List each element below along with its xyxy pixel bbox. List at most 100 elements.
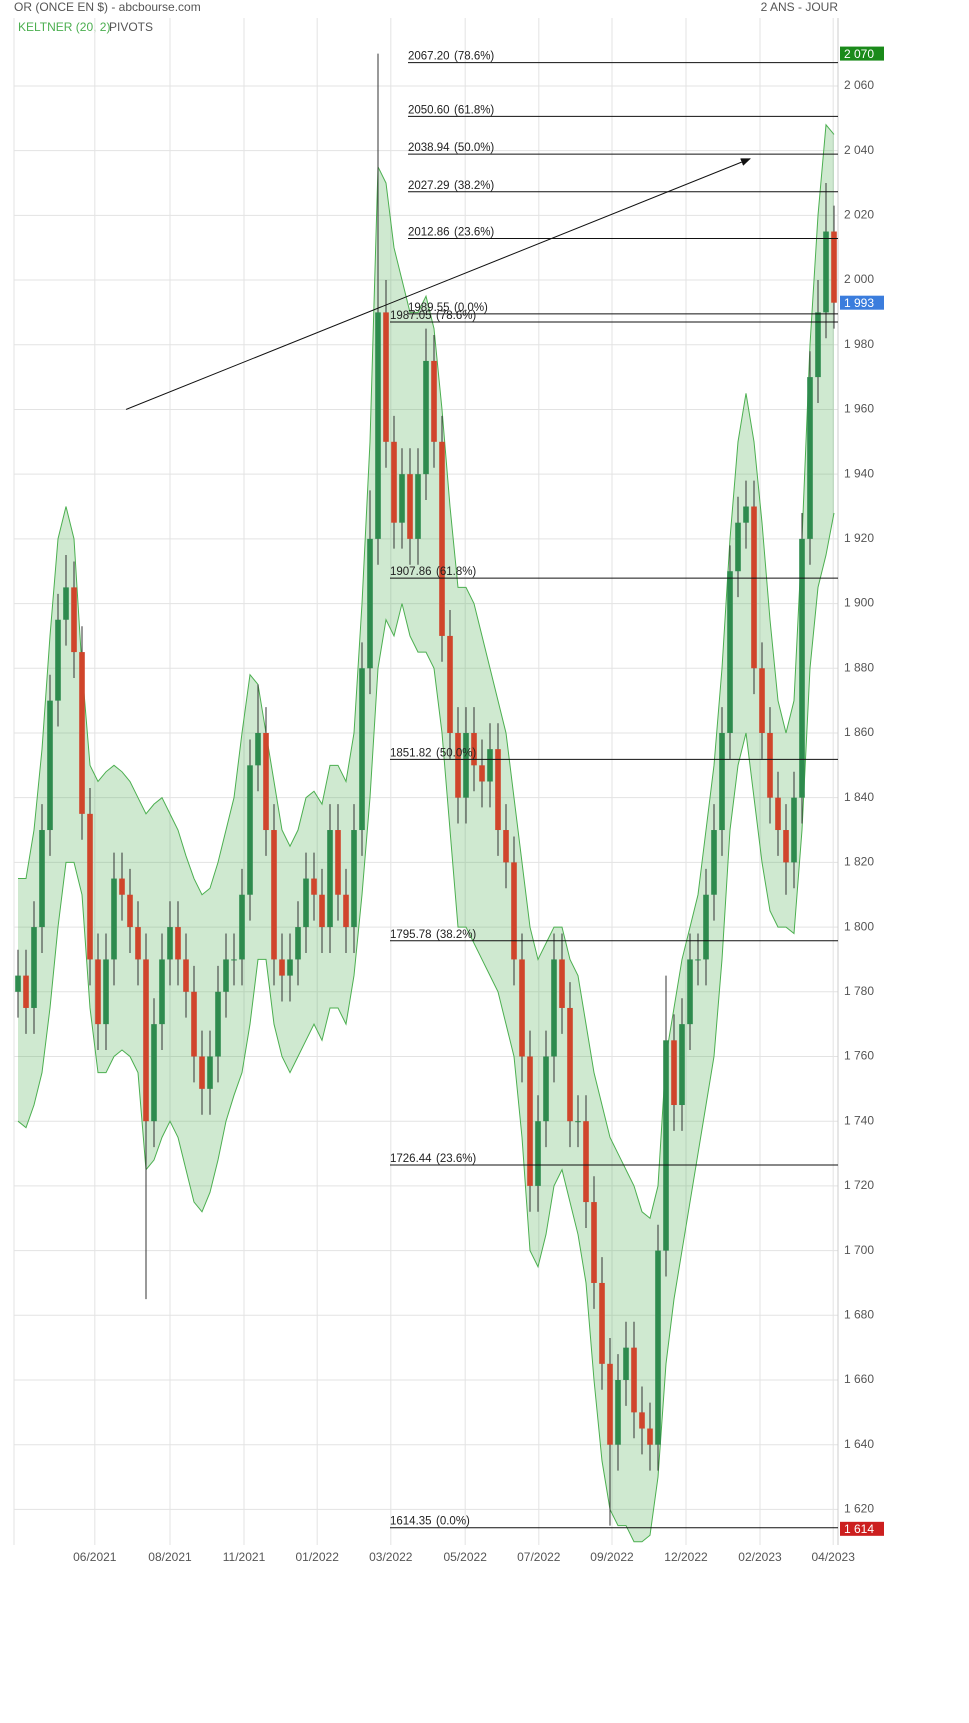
y-tick-label: 1 900 [844, 596, 874, 610]
fib-value: 1614.35 [390, 1516, 432, 1528]
candle-body [359, 668, 365, 831]
fib-value: 2038.94 [408, 142, 450, 154]
y-tick-label: 1 620 [844, 1502, 874, 1516]
candle-body [239, 894, 245, 960]
candle-body [503, 830, 509, 863]
fib-value: 2067.20 [408, 51, 450, 63]
candle-body [159, 959, 165, 1025]
candle-body [111, 878, 117, 960]
y-tick-label: 1 880 [844, 660, 874, 674]
candle-body [263, 732, 269, 831]
candle-body [583, 1121, 589, 1203]
candle-body [759, 668, 765, 733]
candle-body [63, 587, 69, 620]
candle-body [687, 959, 693, 1025]
candle-body [647, 1428, 653, 1445]
candle-body [15, 975, 21, 992]
candle-body [711, 830, 717, 895]
fib-percent: (0.0%) [436, 1516, 470, 1528]
y-tick-label: 1 680 [844, 1307, 874, 1321]
candle-body [303, 878, 309, 928]
candle-body [599, 1282, 605, 1364]
candle-body [751, 506, 757, 669]
candle-body [727, 571, 733, 733]
candle-body [255, 732, 261, 766]
candle-body [535, 1121, 541, 1186]
candle-body [791, 797, 797, 863]
fib-value: 1851.82 [390, 747, 432, 759]
fib-value: 1726.44 [390, 1153, 432, 1165]
trend-line [125, 158, 751, 410]
y-tick-label: 1 860 [844, 725, 874, 739]
candle-body [407, 474, 413, 539]
candle-body [367, 538, 373, 669]
candle-body [607, 1363, 613, 1445]
candle-body [495, 749, 501, 831]
candle-body [471, 732, 477, 766]
y-tick-label: 1 920 [844, 531, 874, 545]
keltner-band [18, 124, 834, 1542]
keltner-upper [18, 123, 835, 1220]
y-tick-label: 1 820 [844, 855, 874, 869]
candle-body [767, 732, 773, 798]
candle-body [551, 959, 557, 1057]
x-tick-label: 07/2022 [517, 1550, 561, 1564]
candle-body [663, 1040, 669, 1251]
candle-body [351, 830, 357, 928]
candle-body [119, 878, 125, 895]
candle-body [807, 377, 813, 539]
y-tick-label: 2 020 [844, 208, 874, 222]
candle-body [511, 862, 517, 960]
price-badge-label: 1 614 [844, 1522, 874, 1536]
candle-body [247, 765, 253, 895]
candle-body [423, 360, 429, 475]
candle-body [487, 749, 493, 782]
y-tick-label: 1 840 [844, 790, 874, 804]
candle-body [287, 959, 293, 976]
candle-body [87, 813, 93, 960]
y-tick-label: 2 040 [844, 143, 874, 157]
fib-percent: (61.8%) [454, 104, 494, 116]
y-tick-label: 1 760 [844, 1049, 874, 1063]
fib-value: 2050.60 [408, 104, 450, 116]
candle-body [295, 927, 301, 960]
candle-body [615, 1380, 621, 1445]
candle-body [215, 991, 221, 1057]
candle-body [823, 231, 829, 313]
candle-body [575, 1121, 581, 1123]
candle-body [223, 959, 229, 992]
fib-percent: (78.6%) [454, 51, 494, 63]
fib-value: 2027.29 [408, 180, 450, 192]
candle-body [431, 360, 437, 442]
fib-value: 1989.55 [408, 302, 450, 314]
candle-body [399, 474, 405, 523]
y-tick-label: 1 800 [844, 919, 874, 933]
fib-value: 1795.78 [390, 929, 432, 941]
x-tick-label: 05/2022 [444, 1550, 488, 1564]
candle-body [783, 830, 789, 863]
y-tick-label: 1 740 [844, 1113, 874, 1127]
candle-body [639, 1412, 645, 1429]
candle-body [415, 474, 421, 539]
candle-body [55, 619, 61, 701]
candle-body [279, 959, 285, 976]
candle-body [375, 312, 381, 539]
candle-body [831, 231, 837, 303]
candle-body [543, 1056, 549, 1122]
candle-body [775, 797, 781, 831]
x-tick-label: 03/2022 [369, 1550, 413, 1564]
candle-body [527, 1056, 533, 1186]
y-tick-label: 1 660 [844, 1372, 874, 1386]
x-tick-label: 11/2021 [223, 1550, 266, 1564]
fib-value: 2012.86 [408, 226, 450, 238]
candle-body [199, 1056, 205, 1089]
candle-body [383, 312, 389, 442]
candle-body [95, 959, 101, 1025]
fib-percent: (50.0%) [454, 142, 494, 154]
candle-body [695, 959, 701, 961]
fib-percent: (50.0%) [436, 747, 476, 759]
candle-body [151, 1024, 157, 1122]
y-tick-label: 2 060 [844, 78, 874, 92]
y-tick-label: 1 780 [844, 984, 874, 998]
candle-body [183, 959, 189, 992]
